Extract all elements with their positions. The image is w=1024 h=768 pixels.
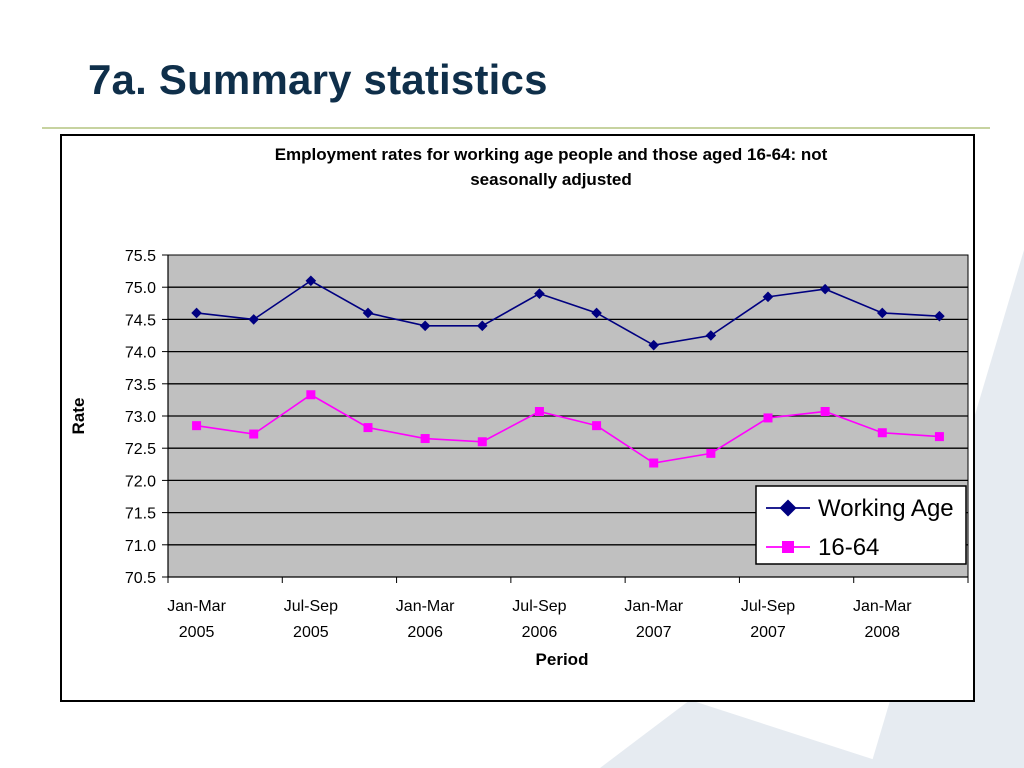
x-tick-label-period: Jul-Sep [741, 598, 795, 615]
data-point-working-age [591, 307, 602, 319]
data-point-working-age [534, 288, 545, 299]
data-point-working-age [648, 339, 660, 351]
series-line-working-age [196, 279, 940, 346]
y-tick-label: 73.5 [125, 377, 156, 394]
y-tick-label: 72.0 [125, 473, 156, 490]
legend: Working Age 16-64 [755, 485, 967, 565]
data-point-16-64 [306, 390, 316, 400]
data-point-16-64 [592, 421, 602, 431]
x-tick-label-year: 2006 [407, 624, 443, 641]
y-axis-label: Rate [69, 398, 88, 435]
x-tick-label-year: 2006 [522, 624, 558, 641]
data-point-16-64 [477, 437, 487, 447]
data-point-working-age [248, 314, 260, 325]
legend-marker-working-age [779, 499, 797, 517]
legend-marker-16-64 [782, 541, 794, 553]
data-point-16-64 [877, 428, 887, 438]
x-tick-label-year: 2005 [293, 624, 329, 641]
data-point-16-64 [820, 406, 830, 416]
x-tick-label-period: Jan-Mar [396, 598, 455, 615]
y-tick-label: 70.5 [125, 570, 156, 587]
x-tick-label-year: 2008 [864, 624, 900, 641]
x-tick-label-year: 2007 [636, 624, 672, 641]
data-point-working-age [876, 307, 888, 319]
x-tick-label-period: Jan-Mar [624, 598, 683, 615]
legend-label-16-64: 16-64 [818, 534, 879, 561]
data-point-16-64 [534, 406, 544, 416]
y-tick-label: 72.5 [125, 441, 156, 458]
x-axis-ticks: Jan-Mar 2005 Jul-Sep 2005 Jan-Mar 2006 Jul-Sep… [167, 577, 969, 641]
data-point-16-64 [192, 421, 202, 431]
data-point-working-age [934, 310, 945, 322]
data-point-16-64 [763, 413, 773, 423]
data-point-16-64 [934, 432, 944, 442]
data-point-16-64 [363, 423, 373, 433]
x-axis-label: Period [536, 650, 589, 669]
x-tick-label-period: Jul-Sep [284, 598, 338, 615]
series-lines [196, 279, 940, 464]
y-tick-label: 74.0 [125, 345, 156, 362]
data-point-working-age [362, 307, 374, 319]
y-tick-label: 73.0 [125, 409, 156, 426]
series-line-16-64 [196, 393, 940, 464]
x-tick-label-year: 2007 [750, 624, 786, 641]
x-tick-label-period: Jul-Sep [512, 598, 566, 615]
legend-label-working-age: Working Age [818, 495, 954, 522]
y-tick-label: 75.5 [125, 248, 156, 265]
y-tick-label: 71.0 [125, 538, 156, 555]
data-point-working-age [191, 307, 202, 319]
series-markers [191, 275, 945, 468]
data-point-16-64 [420, 434, 430, 444]
data-point-16-64 [249, 429, 259, 439]
y-tick-label: 75.0 [125, 280, 156, 297]
x-tick-label-period: Jan-Mar [853, 598, 912, 615]
title-divider [42, 127, 990, 129]
data-point-working-age [705, 330, 717, 341]
data-point-working-age [476, 320, 488, 332]
y-axis-ticks: 75.5 75.0 74.5 74.0 73.5 73.0 72.5 72.0 71.5 71.0… [125, 248, 168, 587]
y-tick-label: 71.5 [125, 506, 156, 523]
chart-title-line-2: seasonally adjusted [470, 170, 632, 189]
chart-title-line-1: Employment rates for working age people … [275, 145, 828, 164]
data-point-working-age [305, 275, 317, 287]
x-tick-label-year: 2005 [179, 624, 215, 641]
y-tick-label: 74.5 [125, 312, 156, 329]
data-point-working-age [762, 291, 774, 303]
data-point-working-age [419, 320, 431, 332]
data-point-16-64 [706, 448, 716, 458]
page-title: 7a. Summary statistics [88, 56, 548, 103]
data-point-working-age [819, 283, 831, 295]
data-point-16-64 [649, 458, 659, 468]
x-tick-label-period: Jan-Mar [167, 598, 226, 615]
